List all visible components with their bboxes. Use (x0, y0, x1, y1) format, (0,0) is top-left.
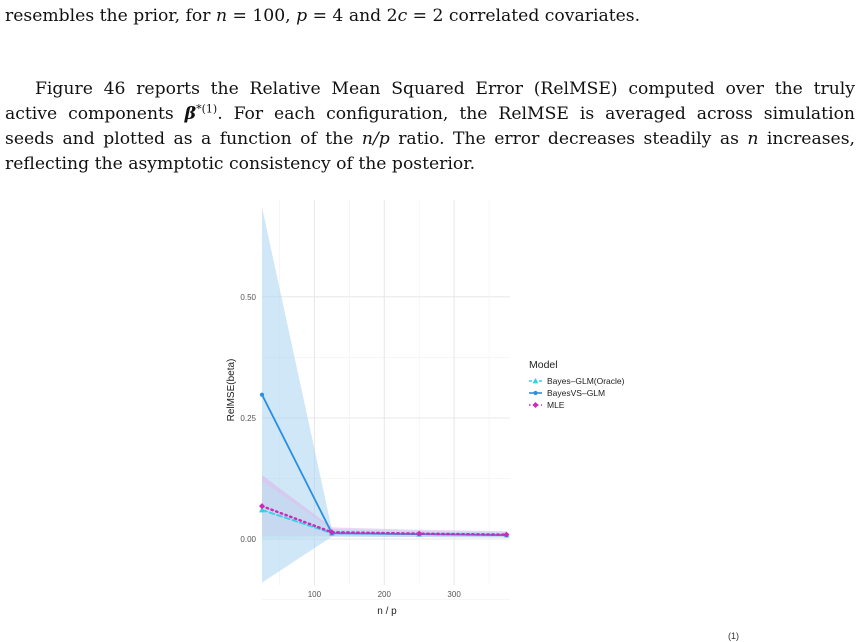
text-fragment: resembles the prior, for (5, 6, 216, 26)
math-eq: = 4 and 2 (307, 6, 398, 26)
bottom-superscript-fragment: (1) (728, 631, 739, 641)
legend-title: Model (529, 359, 558, 371)
axis-tick-labels: 100 200 300 0.00 0.25 0.50 (240, 293, 461, 599)
data-point (259, 503, 265, 510)
legend: Model Bayes–GLM(Oracle) BayesVS–GLM MLE (529, 359, 625, 410)
legend-key-marker (532, 402, 539, 408)
band-2 (262, 475, 507, 538)
data-point (503, 531, 510, 538)
text-fragment: increases, (758, 129, 855, 149)
y-axis-label: RelMSE(beta) (226, 359, 237, 422)
paragraph-line-4: reflecting the asymptotic consistency of… (5, 154, 476, 174)
series-lines (260, 393, 508, 537)
series-markers (259, 392, 510, 538)
paragraph-line-2: active components β*(1). For each config… (5, 102, 855, 127)
legend-key-marker (532, 378, 539, 384)
data-point (259, 392, 265, 397)
text-line-top: resembles the prior, for n = 100, p = 4 … (5, 4, 855, 28)
math-eq: = 100, (227, 6, 297, 26)
text-fragment: ratio. The error decreases steadily as (389, 129, 748, 149)
math-n: n (215, 6, 228, 26)
math-n-over-p: n/p (361, 129, 390, 149)
confidence-bands (262, 207, 507, 583)
math-p: p (296, 6, 308, 26)
data-point (259, 506, 265, 513)
math-superscript: *(1) (196, 102, 218, 116)
relmse-figure: 100 200 300 0.00 0.25 0.50 n / p RelMSE(beta)… (226, 200, 739, 641)
math-beta: β (184, 104, 197, 124)
math-c: c (397, 6, 408, 26)
band-0 (262, 480, 507, 539)
math-eq: = 2 (407, 6, 444, 26)
paragraph-line-3: seeds and plotted as a function of the n… (5, 127, 855, 152)
band-1 (262, 207, 507, 583)
y-tick-label: 0.25 (240, 414, 256, 423)
text-fragment: seeds and plotted as a function of the (5, 129, 362, 149)
paragraph-line-1: Figure 46 reports the Relative Mean Squa… (35, 79, 855, 99)
legend-label: Bayes–GLM(Oracle) (547, 376, 625, 386)
legend-key-marker (533, 390, 538, 396)
x-tick-label: 300 (447, 590, 461, 599)
x-tick-label: 200 (378, 590, 392, 599)
body-paragraph: Figure 46 reports the Relative Mean Squa… (5, 77, 855, 177)
data-point (328, 529, 335, 536)
y-tick-label: 0.00 (240, 535, 256, 544)
x-tick-label: 100 (308, 590, 322, 599)
y-tick-label: 0.50 (240, 293, 256, 302)
text-fragment: . For each configuration, the RelMSE is … (217, 104, 856, 124)
text-fragment: active components (5, 104, 185, 124)
legend-label: BayesVS–GLM (547, 388, 605, 398)
x-axis-label: n / p (377, 606, 397, 617)
math-n: n (747, 129, 759, 149)
data-point (416, 530, 423, 537)
grid-lines (262, 200, 510, 600)
series-line-2 (260, 504, 508, 536)
legend-label: MLE (547, 400, 565, 410)
text-fragment: correlated covariates. (443, 6, 641, 26)
